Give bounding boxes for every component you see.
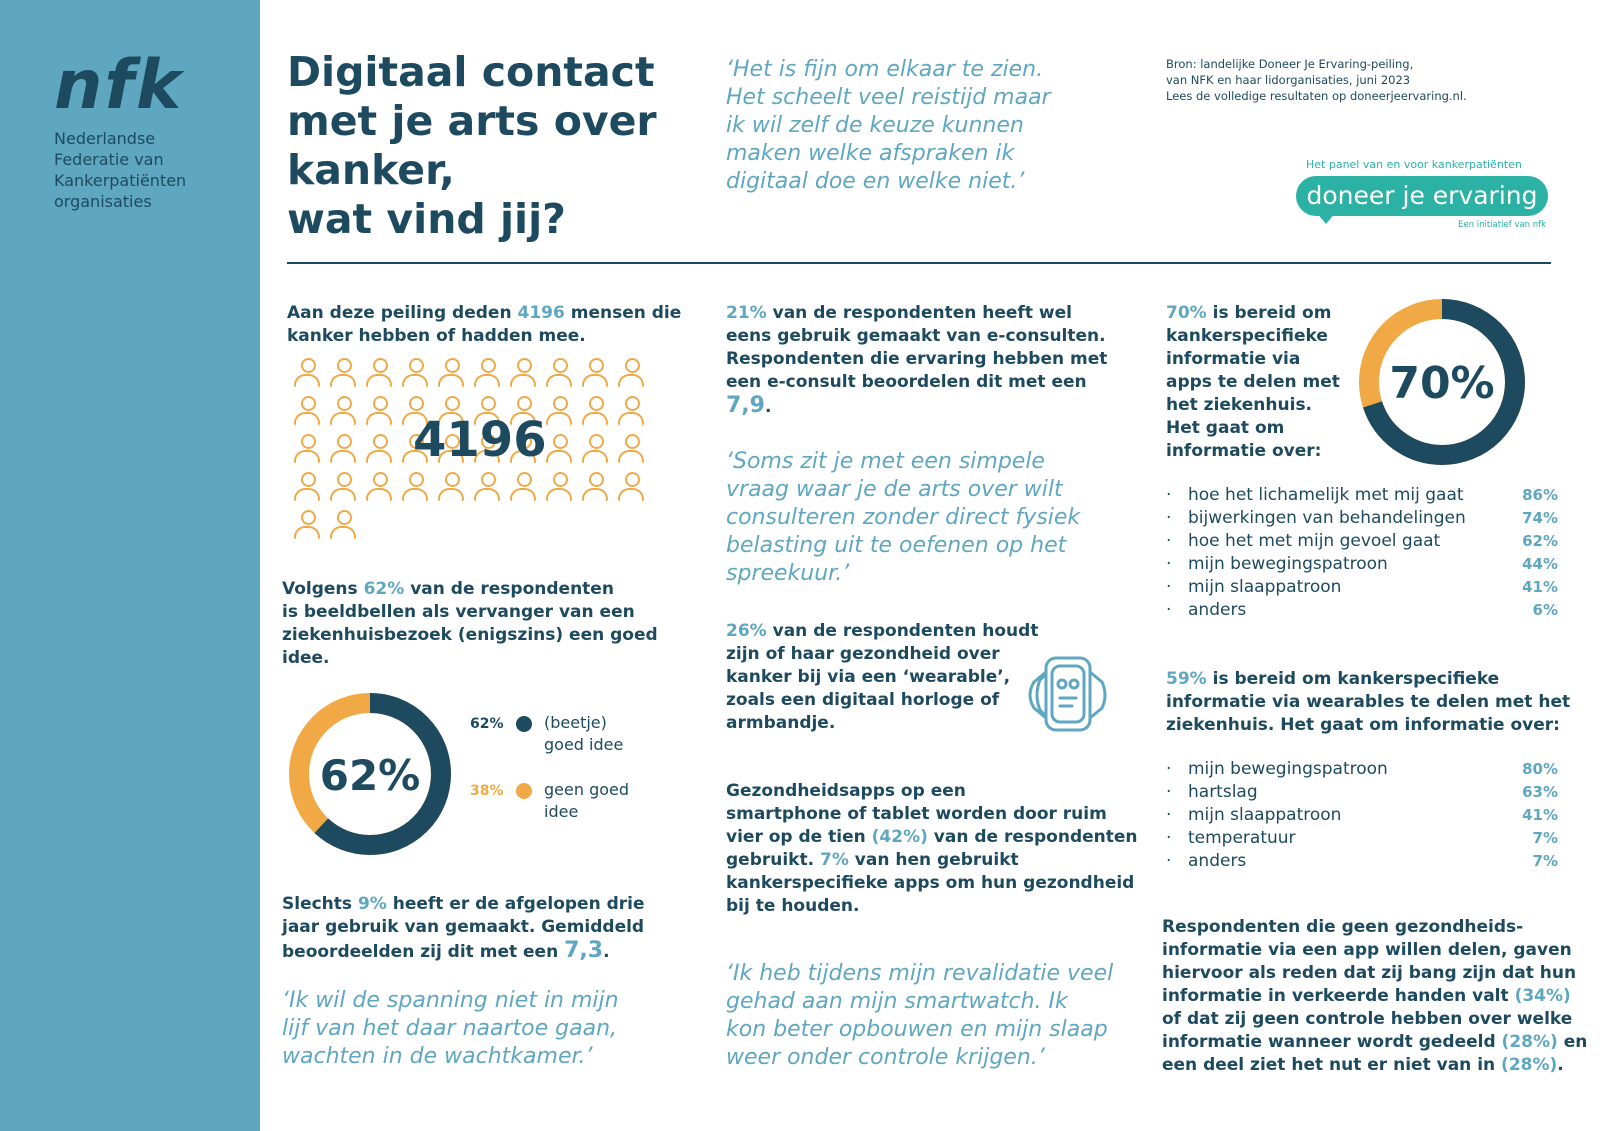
person-icon — [329, 510, 357, 544]
intro-text: Aan deze peiling deden 4196 mensen die k… — [287, 303, 682, 346]
person-icon — [437, 358, 465, 392]
person-icon — [293, 396, 321, 430]
list-item: · hoe het lichamelijk met mij gaat 86% — [1166, 485, 1558, 505]
person-icon — [401, 358, 429, 392]
legend-dot-1 — [516, 716, 532, 732]
smartwatch-icon — [1028, 656, 1107, 732]
people-grid — [293, 358, 653, 548]
list-item: · mijn bewegingspatroon 80% — [1166, 759, 1558, 779]
legend-dot-2 — [516, 783, 532, 799]
donut-chart-70: 70% — [1359, 299, 1525, 465]
person-icon — [329, 396, 357, 430]
donut-label: 70% — [1389, 358, 1494, 409]
list-item: · anders 7% — [1166, 851, 1558, 871]
person-icon — [473, 358, 501, 392]
person-icon — [293, 434, 321, 468]
list-item: · hoe het met mijn gevoel gaat 62% — [1166, 531, 1558, 551]
person-icon — [437, 434, 465, 468]
doneer-je-ervaring-logo: Het panel van en voor kankerpatiënten do… — [1296, 152, 1552, 232]
person-icon — [401, 434, 429, 468]
person-icon — [581, 396, 609, 430]
person-icon — [401, 396, 429, 430]
list-item: · temperatuur 7% — [1166, 828, 1558, 848]
person-icon — [545, 472, 573, 506]
person-icon — [509, 358, 537, 392]
header-divider — [287, 262, 1551, 264]
person-icon — [473, 434, 501, 468]
person-icon — [293, 358, 321, 392]
dje-name: doneer je ervaring — [1296, 176, 1548, 216]
donut-main-segment — [1359, 299, 1525, 465]
sidebar: nfk Nederlandse Federatie van Kankerpati… — [0, 0, 260, 1131]
person-icon — [617, 358, 645, 392]
speech-bubble-tail-icon — [1316, 212, 1336, 224]
health-apps-text: Gezondheidsapps op een smartphone of tab… — [726, 781, 1138, 916]
wearables-sharing-text: 59% is bereid om kankerspecifieke inform… — [1166, 669, 1571, 735]
quote-smartwatch: ‘Ik heb tijdens mijn revalidatie veel ge… — [726, 961, 1114, 1070]
legend-label-1b: goed idee — [544, 735, 624, 754]
person-icon — [365, 358, 393, 392]
quote-waiting-room: ‘Ik wil de spanning niet in mijn lijf va… — [282, 988, 619, 1069]
person-icon — [581, 434, 609, 468]
dje-tagline: Het panel van en voor kankerpatiënten — [1306, 158, 1522, 171]
dje-footer: Een initiatief van nfk — [1458, 220, 1546, 230]
list-item: · mijn slaappatroon 41% — [1166, 577, 1558, 597]
person-icon — [473, 472, 501, 506]
person-icon — [329, 358, 357, 392]
person-icon — [365, 434, 393, 468]
person-icon — [617, 396, 645, 430]
list-item: · hartslag 63% — [1166, 782, 1558, 802]
list-item: · mijn slaappatroon 41% — [1166, 805, 1558, 825]
header-quote: ‘Het is fijn om elkaar te zien. Het sche… — [726, 57, 1051, 194]
people-count: 4196 — [413, 412, 547, 468]
person-icon — [509, 472, 537, 506]
donut-label: 62% — [320, 751, 421, 800]
legend-label-1a: (beetje) — [544, 713, 607, 732]
person-icon — [581, 472, 609, 506]
person-icon — [437, 472, 465, 506]
nfk-logo: nfk — [54, 46, 184, 125]
person-icon — [581, 358, 609, 392]
legend-pct-2: 38% — [470, 783, 504, 799]
list-item: · bijwerkingen van behandelingen 74% — [1166, 508, 1558, 528]
apps-info-list: · hoe het lichamelijk met mij gaat 86% · bi… — [1166, 484, 1558, 622]
person-icon — [509, 396, 537, 430]
person-icon — [545, 434, 573, 468]
donut-chart-62: 62% — [289, 693, 451, 855]
person-icon — [293, 472, 321, 506]
person-icon — [509, 434, 537, 468]
video-call-text: Volgens 62% van de respondenten is beeld… — [282, 579, 658, 668]
apps-sharing-text: 70% is bereid om kankerspecifieke inform… — [1166, 303, 1340, 461]
legend-label-2b: idee — [544, 802, 579, 821]
person-icon — [365, 472, 393, 506]
person-icon — [617, 472, 645, 506]
federation-name: Nederlandse Federatie van Kankerpatiënte… — [54, 129, 187, 211]
person-icon — [365, 396, 393, 430]
source-note: Bron: landelijke Doneer Je Ervaring-peil… — [1166, 57, 1467, 103]
page-title: Digitaal contact met je arts over kanker… — [287, 48, 657, 243]
slechts-text: Slechts 9% heeft er de afgelopen drie ja… — [282, 894, 645, 963]
list-item: · anders 6% — [1166, 600, 1558, 620]
person-icon — [329, 472, 357, 506]
list-item: · mijn bewegingspatroon 44% — [1166, 554, 1558, 574]
person-icon — [473, 396, 501, 430]
donut-legend: 62% (beetje) goed idee 38% geen goed ide… — [470, 712, 640, 822]
person-icon — [437, 396, 465, 430]
person-icon — [401, 472, 429, 506]
person-icon — [617, 434, 645, 468]
quote-simple-question: ‘Soms zit je met een simpele vraag waar … — [726, 449, 1081, 586]
person-icon — [545, 396, 573, 430]
person-icon — [293, 510, 321, 544]
wearables-info-list: · mijn bewegingspatroon 80% · hartslag 63% ·… — [1166, 758, 1558, 873]
donut-main-segment — [289, 693, 451, 855]
person-icon — [329, 434, 357, 468]
legend-pct-1: 62% — [470, 716, 504, 732]
legend-label-2a: geen goed — [544, 780, 630, 799]
person-icon — [545, 358, 573, 392]
wearable-text: 26% van de respondenten houdt zijn of ha… — [726, 621, 1039, 733]
e-consult-text: 21% van de respondenten heeft wel eens g… — [726, 303, 1108, 418]
reasons-text: Respondenten die geen gezondheids- infor… — [1162, 917, 1588, 1075]
